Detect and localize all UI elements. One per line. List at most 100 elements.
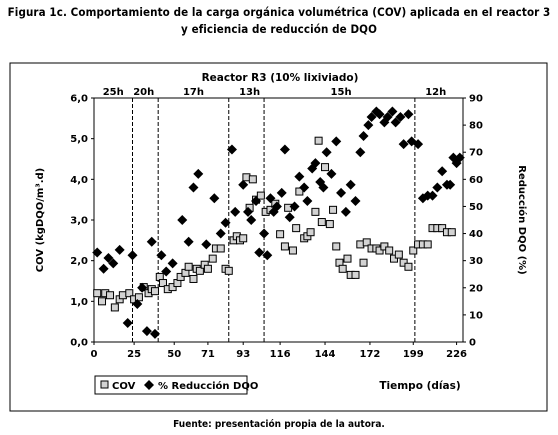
dqo-point [284,212,295,223]
hrt-label: 15h [331,87,352,98]
dqo-point [326,168,337,179]
plot-area [93,97,464,343]
dqo-point [387,106,398,117]
chart-title: Reactor R3 (10% lixiviado) [202,72,359,84]
cov-point [447,228,456,237]
y2-tick-label: 40 [469,229,483,240]
dqo-point [340,206,351,217]
cov-point [93,289,102,298]
dqo-point [132,299,143,310]
cov-point [184,262,193,271]
cov-point [216,244,225,253]
cov-point [248,175,257,184]
dqo-point [445,179,456,190]
cov-point [168,283,177,292]
dqo-point [363,120,374,131]
cov-point [385,246,394,255]
dqo-point [215,228,226,239]
cov-point [203,264,212,273]
cov-point [394,250,403,259]
y-tick-label: 1,0 [70,297,88,308]
dqo-point [336,187,347,198]
dqo-point [201,239,212,250]
cov-point [134,293,143,302]
dqo-point [355,147,366,158]
dqo-point [127,250,138,261]
dqo-point [262,250,273,261]
dqo-point [254,247,265,258]
dqo-point [103,252,114,263]
dqo-point [289,201,300,212]
figure-title-line-2: y eficiencia de reducción de DQO [181,22,377,36]
x-axis-label: Tiempo (días) [379,380,460,392]
cov-point [189,274,198,283]
dqo-point [427,190,438,201]
y-tick-label: 3,0 [70,216,88,227]
cov-point [158,279,167,288]
dqo-point [350,196,361,207]
y2-tick-label: 30 [469,256,483,267]
dqo-point [403,109,414,120]
dqo-point [238,179,249,190]
dqo-point [395,111,406,122]
cov-point [195,266,204,275]
cov-point [332,242,341,251]
cov-point [404,262,413,271]
dqo-point [265,193,276,204]
cov-point [176,272,185,281]
cov-point [423,240,432,249]
dqo-point [188,182,199,193]
x-tick-label: 50 [167,349,181,360]
dqo-point [108,258,119,269]
cov-point [409,246,418,255]
dqo-point [243,206,254,217]
dqo-point [220,217,231,228]
dqo-point [318,182,329,193]
cov-point [224,266,233,275]
hrt-label: 12h [425,87,446,98]
dqo-point [149,328,160,339]
dqo-point [321,147,332,158]
x-tick-label: 172 [360,349,381,360]
dqo-point [454,152,465,163]
cov-point [98,297,107,306]
legend: COV % Reducción DQO [94,375,258,395]
dqo-point [156,250,167,261]
dqo-point [122,318,133,329]
series-cov [93,136,456,312]
hrt-label: 17h [183,87,204,98]
y-tick-label: 0,0 [70,338,88,349]
cov-point [208,254,217,263]
dqo-point [398,139,409,150]
dqo-point [146,236,157,247]
y2-axis-label: Reducción DQO (%) [516,165,528,274]
x-tick-label: 144 [315,349,336,360]
cov-point [125,289,134,298]
y-axis-right: 0 10 20 30 40 50 60 70 80 90 [463,94,483,349]
hrt-label: 13h [239,87,260,98]
x-tick-label: 93 [236,349,250,360]
dqo-point [310,158,321,169]
y2-tick-label: 70 [469,148,483,159]
y2-tick-label: 90 [469,94,483,105]
dqo-point [382,111,393,122]
cov-point [288,246,297,255]
series-dqo [92,106,465,339]
cov-point [362,238,371,247]
x-tick-label: 116 [270,349,291,360]
dqo-point [279,144,290,155]
figure-title-line-1: Figura 1c. Comportamiento de la carga or… [7,5,551,19]
dqo-point [161,266,172,277]
dqo-point [177,215,188,225]
y2-tick-label: 20 [469,283,483,294]
hrt-dividers [132,98,416,342]
dqo-point [432,182,443,193]
cov-point [106,291,115,300]
x-tick-label: 71 [201,349,215,360]
dqo-point [230,206,241,217]
dqo-point [209,193,220,204]
chart-frame [9,62,548,412]
dqo-point [302,196,313,207]
dqo-point [114,244,125,255]
legend-dqo-label: % Reducción DQO [158,380,258,392]
